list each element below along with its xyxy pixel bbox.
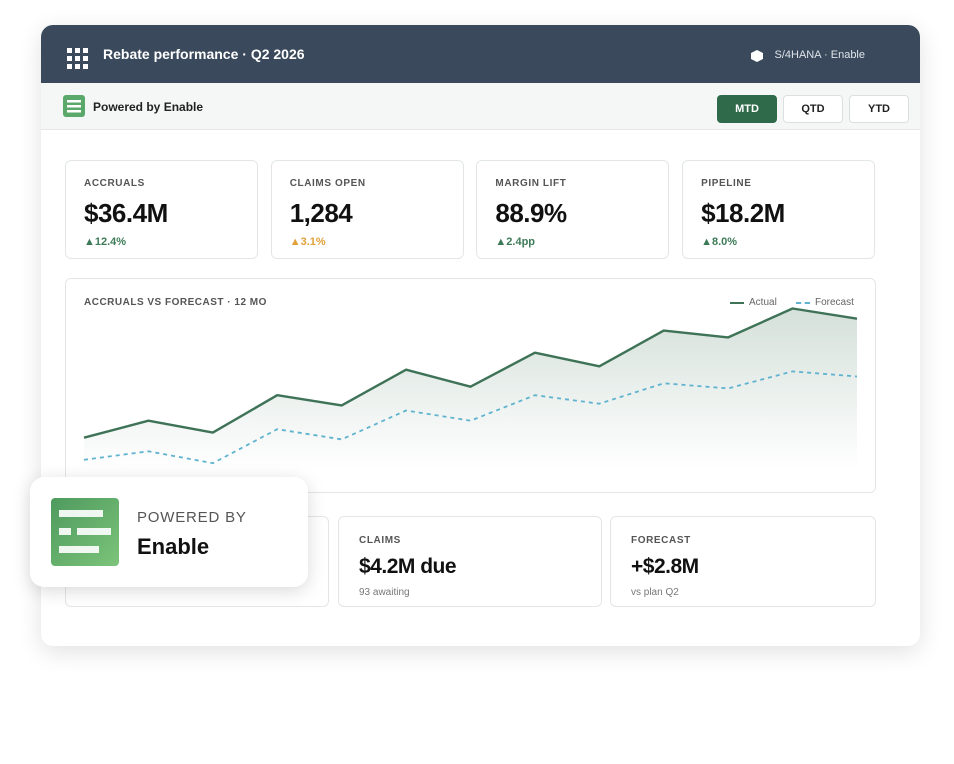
legend-label: Forecast <box>815 297 854 308</box>
kpi-label: CLAIMS OPEN <box>289 178 366 189</box>
summary-label: FORECAST <box>631 535 691 546</box>
legend-label: Actual <box>749 297 777 308</box>
summary-value: +$2.8M <box>631 555 699 578</box>
kpi-delta: ▲3.1% <box>289 236 326 248</box>
summary-label: CLAIMS <box>359 535 401 546</box>
summary-note: vs plan Q2 <box>631 587 679 598</box>
kpi-delta: ▲12.4% <box>84 236 127 248</box>
kpi-card: PIPELINE $18.2M ▲8.0% <box>682 160 876 259</box>
kpi-value: 1,284 <box>289 198 353 228</box>
kpi-label: MARGIN LIFT <box>495 178 567 189</box>
badge-name: Enable <box>137 534 210 559</box>
kpi-value: 88.9% <box>495 198 567 228</box>
period-tab[interactable]: MTD <box>717 95 777 123</box>
summary-note: 93 awaiting <box>359 587 410 598</box>
period-tab[interactable]: YTD <box>849 95 909 123</box>
kpi-card: MARGIN LIFT 88.9% ▲2.4pp <box>476 160 670 259</box>
badge-kicker: POWERED BY <box>137 509 247 526</box>
kpi-delta: ▲8.0% <box>701 236 738 248</box>
kpi-value: $36.4M <box>84 198 168 228</box>
header-title: Rebate performance · Q2 2026 <box>103 46 305 62</box>
header-bar: Rebate performance · Q2 2026 S/4HANA · E… <box>41 25 920 83</box>
summary-card: FORECAST +$2.8M vs plan Q2 <box>610 516 876 607</box>
system-label: S/4HANA · Enable <box>774 49 866 61</box>
kpi-card: CLAIMS OPEN 1,284 ▲3.1% <box>270 160 464 259</box>
legend-swatch <box>730 302 744 304</box>
series-line <box>83 370 858 465</box>
kpi-value: $18.2M <box>701 198 785 228</box>
chart-title: ACCRUALS VS FORECAST · 12 MO <box>84 297 267 308</box>
summary-card: CLAIMS $4.2M due 93 awaiting <box>338 516 602 607</box>
kpi-delta: ▲2.4pp <box>495 236 536 248</box>
apps-icon[interactable] <box>67 48 91 72</box>
series-line <box>83 307 858 439</box>
system-icon <box>751 50 763 62</box>
period-tab[interactable]: QTD <box>783 95 843 123</box>
brand-icon <box>63 95 85 117</box>
powered-badge: POWERED BY Enable <box>30 477 308 587</box>
badge-icon <box>51 498 119 566</box>
kpi-label: ACCRUALS <box>84 178 145 189</box>
kpi-label: PIPELINE <box>701 178 752 189</box>
legend-swatch <box>796 302 810 304</box>
kpi-card: ACCRUALS $36.4M ▲12.4% <box>65 160 258 259</box>
brand-label: Powered by Enable <box>93 100 204 114</box>
summary-value: $4.2M due <box>359 555 457 578</box>
sub-bar: Powered by Enable MTD QTD YTD <box>41 83 920 130</box>
